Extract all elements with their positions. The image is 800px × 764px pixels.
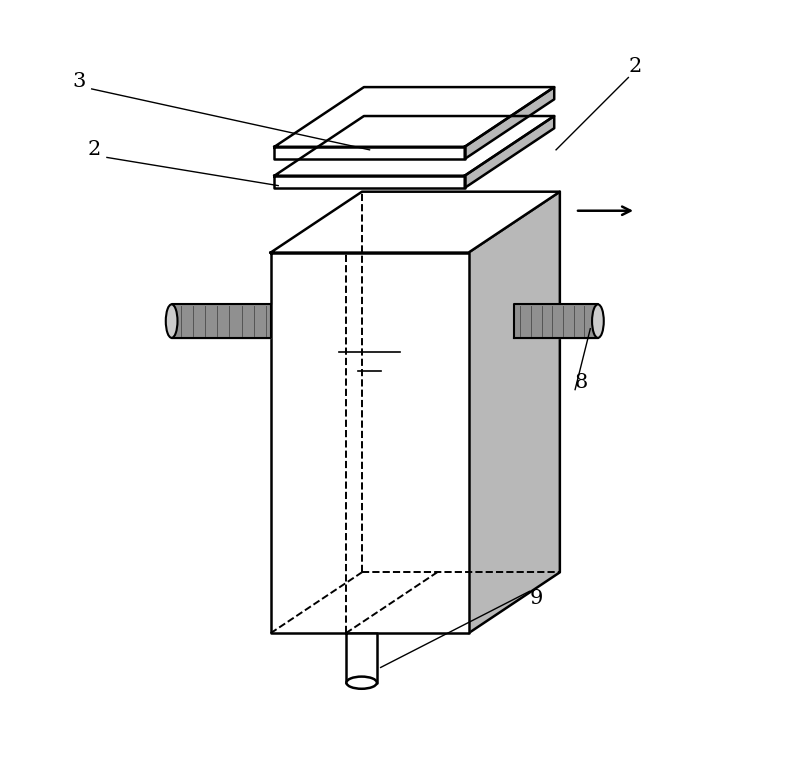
Polygon shape bbox=[270, 192, 560, 253]
Text: 9: 9 bbox=[530, 590, 542, 608]
Text: 2: 2 bbox=[628, 57, 642, 76]
Text: 2: 2 bbox=[88, 141, 101, 160]
Ellipse shape bbox=[346, 677, 377, 689]
Polygon shape bbox=[469, 192, 560, 633]
Text: 3: 3 bbox=[73, 72, 86, 91]
Polygon shape bbox=[274, 116, 554, 176]
Polygon shape bbox=[270, 253, 469, 633]
Polygon shape bbox=[172, 304, 270, 338]
Ellipse shape bbox=[592, 304, 604, 338]
Polygon shape bbox=[465, 87, 554, 159]
Polygon shape bbox=[274, 176, 465, 188]
Polygon shape bbox=[346, 633, 377, 683]
Polygon shape bbox=[274, 87, 554, 147]
Polygon shape bbox=[465, 116, 554, 188]
Polygon shape bbox=[514, 304, 598, 338]
Polygon shape bbox=[274, 147, 465, 159]
Text: 8: 8 bbox=[575, 373, 588, 391]
Ellipse shape bbox=[166, 304, 178, 338]
